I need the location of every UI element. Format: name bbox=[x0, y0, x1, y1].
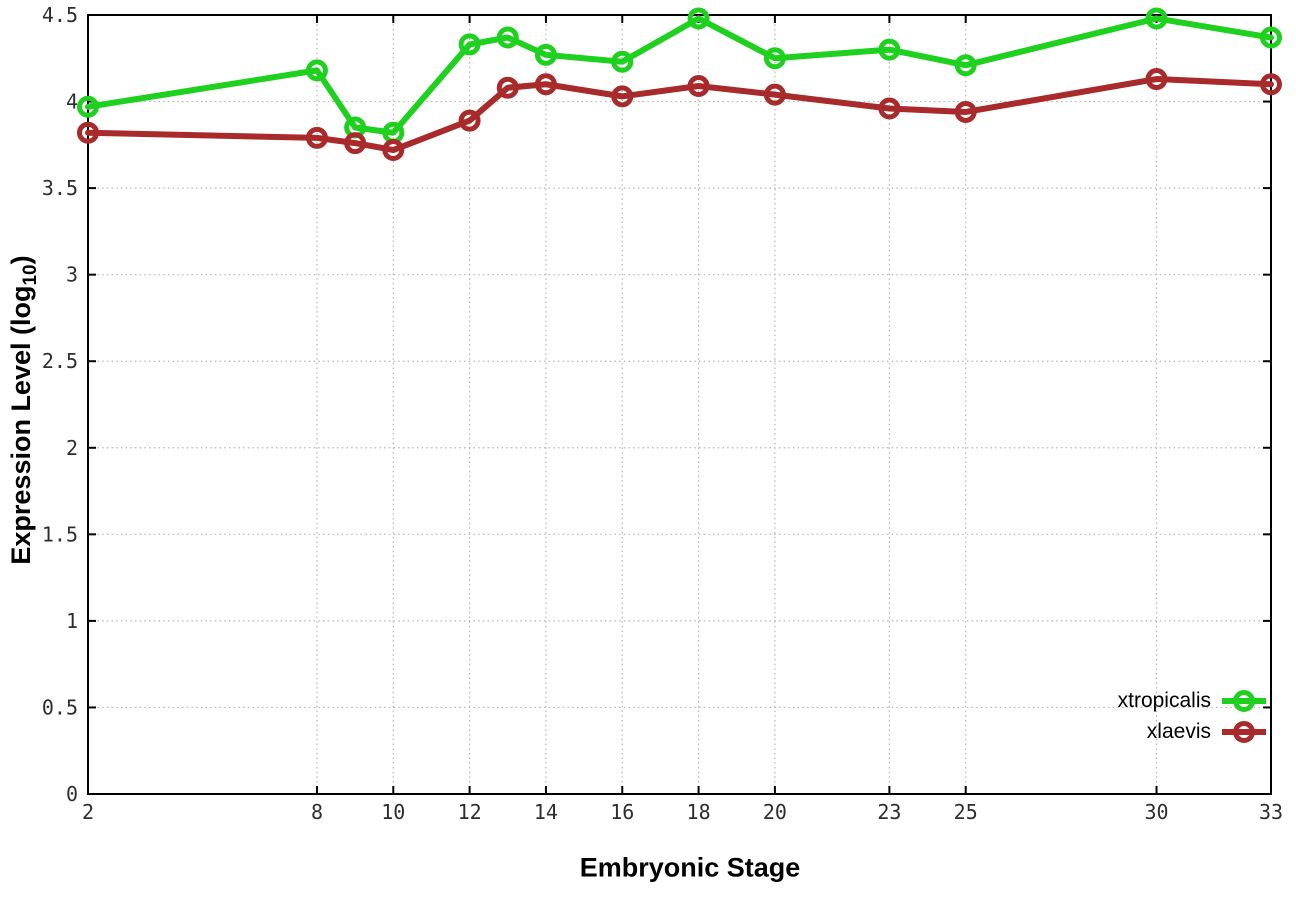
gridlines bbox=[87, 15, 1272, 794]
y-tick-label: 4.5 bbox=[42, 3, 78, 27]
legend-label-xtropicalis: xtropicalis bbox=[1117, 689, 1211, 712]
legend-marker-xlaevis-icon bbox=[1222, 721, 1266, 743]
data-point-xlaevis bbox=[878, 97, 901, 120]
legend-row-xlaevis: xlaevis bbox=[1118, 718, 1268, 746]
x-tick-label: 8 bbox=[311, 800, 323, 824]
x-tick-label: 10 bbox=[381, 800, 405, 824]
y-tick-label: 0.5 bbox=[42, 695, 78, 719]
x-tick-label: 30 bbox=[1144, 800, 1168, 824]
data-point-xlaevis bbox=[1145, 68, 1168, 91]
y-tick-label: 2.5 bbox=[42, 349, 78, 373]
x-tick-label: 20 bbox=[763, 800, 787, 824]
x-tick-label: 16 bbox=[610, 800, 634, 824]
data-point-xlaevis bbox=[954, 100, 977, 123]
data-point-xlaevis bbox=[687, 74, 710, 97]
data-point-xlaevis bbox=[77, 121, 99, 144]
data-point-xlaevis bbox=[1260, 73, 1282, 96]
data-point-xtropicalis bbox=[458, 33, 481, 56]
y-tick-labels: 0 0.5 1 1.5 2 2.5 3 3.5 4 4.5 bbox=[42, 3, 78, 806]
y-tick-label: 4 bbox=[66, 90, 78, 114]
y-tick-label: 1 bbox=[66, 609, 78, 633]
series-xlaevis bbox=[77, 68, 1282, 162]
legend-label-xlaevis: xlaevis bbox=[1146, 720, 1211, 743]
x-tick-label: 14 bbox=[534, 800, 558, 824]
data-point-xlaevis bbox=[496, 76, 519, 99]
y-tick-label: 1.5 bbox=[42, 522, 78, 546]
x-tick-label: 2 bbox=[82, 800, 94, 824]
data-point-xtropicalis bbox=[763, 47, 786, 70]
data-point-xtropicalis bbox=[1260, 26, 1282, 49]
x-tick-label: 12 bbox=[458, 800, 482, 824]
data-point-xtropicalis bbox=[534, 43, 557, 66]
data-point-xtropicalis bbox=[687, 7, 710, 30]
data-point-xtropicalis bbox=[878, 38, 901, 61]
tick-marks bbox=[87, 14, 1272, 795]
series-line-xlaevis bbox=[85, 76, 1274, 154]
data-point-xlaevis bbox=[458, 109, 481, 132]
plot-border bbox=[87, 14, 1272, 795]
data-point-xlaevis bbox=[305, 126, 328, 149]
x-tick-label: 23 bbox=[877, 800, 901, 824]
y-tick-label: 3.5 bbox=[42, 176, 78, 200]
y-axis-title-text: Expression Level (log bbox=[5, 285, 36, 565]
legend: xtropicalis xlaevis bbox=[1118, 687, 1268, 746]
data-point-xlaevis bbox=[534, 73, 557, 96]
x-tick-labels: 2 8 10 12 14 16 18 20 23 25 30 33 bbox=[82, 800, 1283, 824]
data-point-xlaevis bbox=[382, 139, 405, 162]
x-tick-label: 33 bbox=[1259, 800, 1283, 824]
data-point-xtropicalis bbox=[77, 95, 99, 118]
legend-marker-xtropicalis-icon bbox=[1222, 690, 1266, 712]
y-axis-title: Expression Level (log10) bbox=[6, 255, 42, 564]
data-point-xlaevis bbox=[344, 132, 367, 155]
data-point-xtropicalis bbox=[305, 59, 328, 82]
y-tick-label: 3 bbox=[66, 263, 78, 287]
data-point-xtropicalis bbox=[1145, 7, 1168, 30]
y-tick-label: 2 bbox=[66, 436, 78, 460]
data-point-xlaevis bbox=[763, 83, 786, 106]
data-point-xlaevis bbox=[611, 85, 634, 108]
y-axis-title-suffix: ) bbox=[5, 255, 36, 265]
data-point-xtropicalis bbox=[496, 26, 519, 49]
series-line-xtropicalis bbox=[85, 15, 1274, 136]
y-tick-label: 0 bbox=[66, 782, 78, 806]
data-point-xtropicalis bbox=[954, 54, 977, 77]
legend-row-xtropicalis: xtropicalis bbox=[1118, 687, 1268, 715]
x-tick-label: 25 bbox=[954, 800, 978, 824]
series-xtropicalis bbox=[77, 7, 1282, 144]
data-point-xtropicalis bbox=[611, 50, 634, 73]
x-tick-label: 18 bbox=[687, 800, 711, 824]
x-axis-title: Embryonic Stage bbox=[579, 852, 801, 883]
y-axis-title-subscript: 10 bbox=[20, 264, 42, 286]
